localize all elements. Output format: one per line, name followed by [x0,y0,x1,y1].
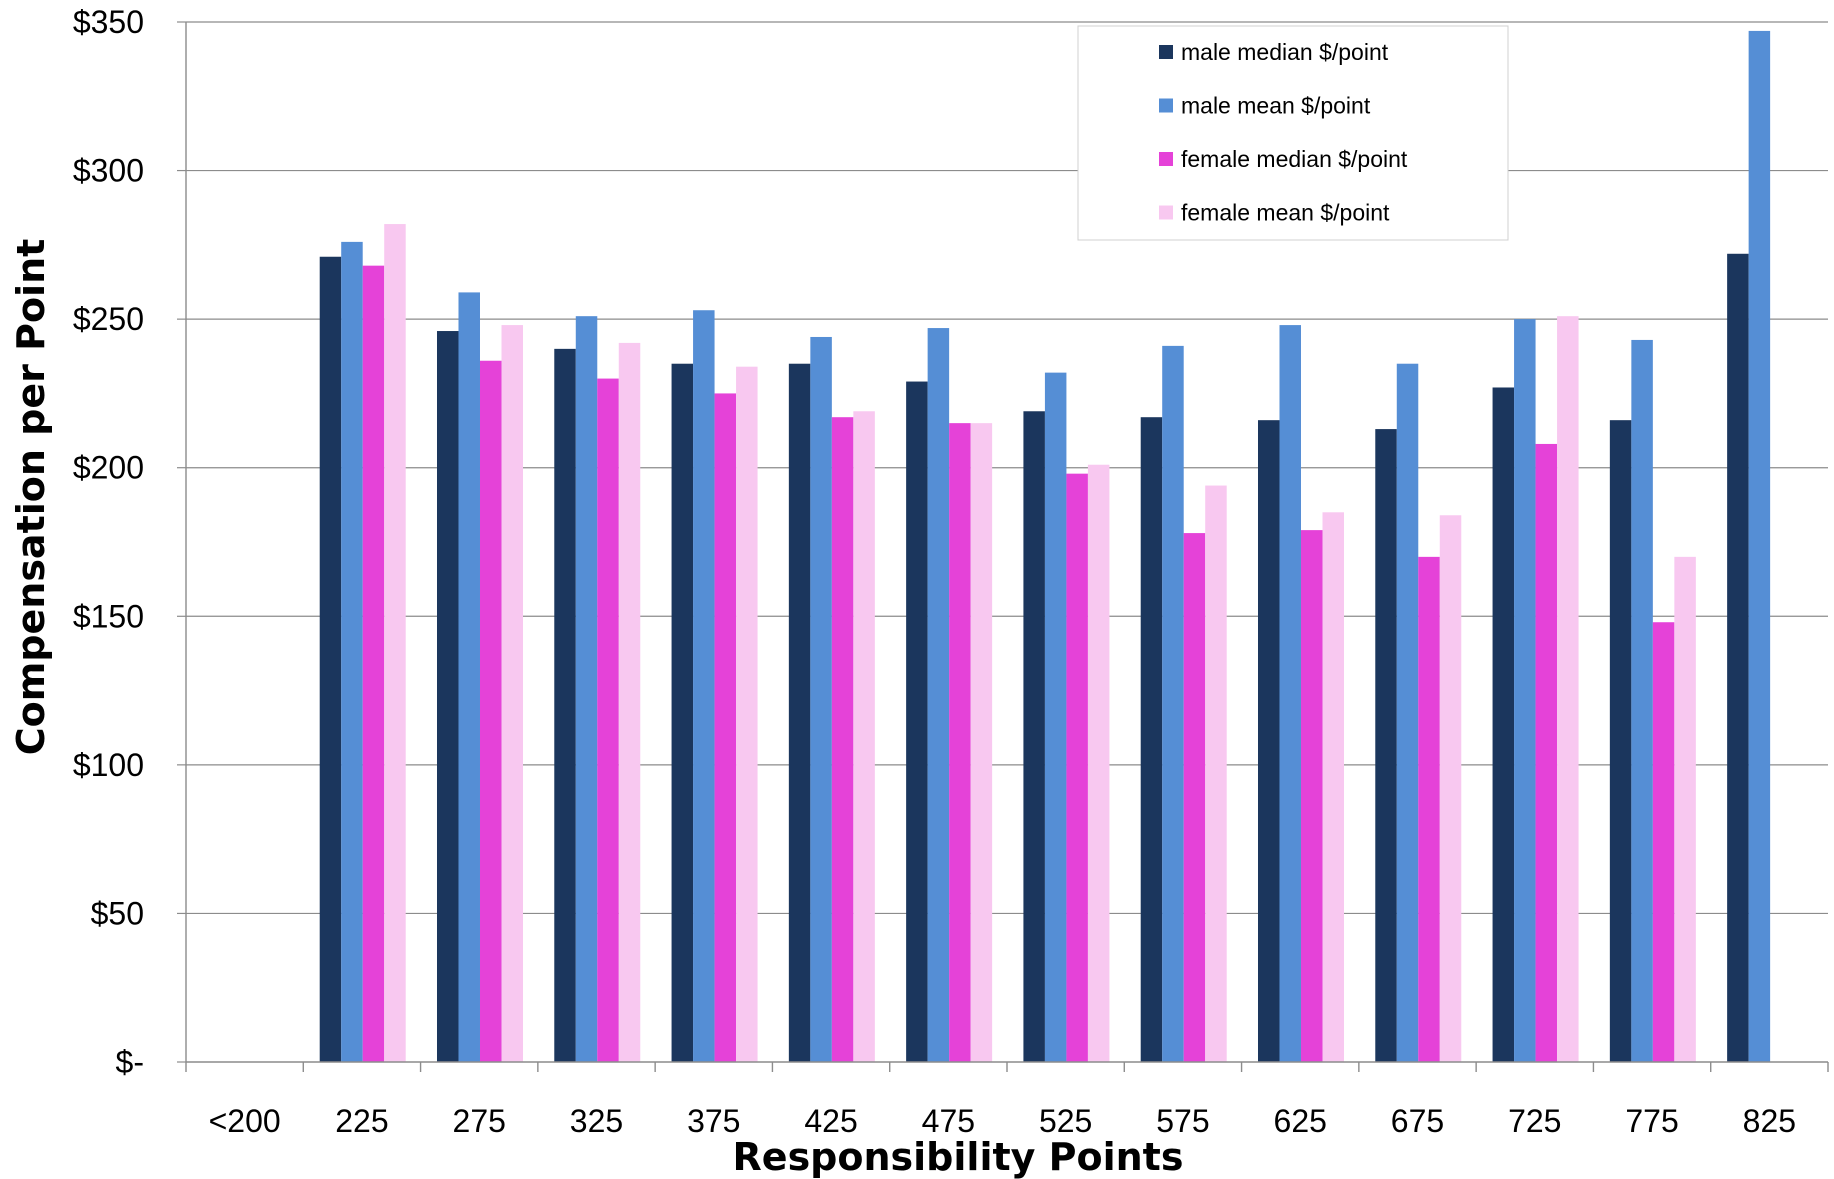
y-tick-label: $100 [73,747,144,783]
gridlines [177,21,1828,1063]
x-tick-label: 225 [335,1103,388,1139]
legend-frame [1077,25,1509,241]
bar [970,423,993,1063]
bars [319,30,1771,1063]
y-tick-label: $150 [73,598,144,634]
x-tick-label: 425 [804,1103,857,1139]
bar [853,411,875,1062]
legend-label: male median $/point [1181,39,1389,65]
y-tick-label: $50 [91,895,144,931]
x-tick-label: <200 [209,1103,281,1139]
bar [736,366,758,1063]
bar [949,423,971,1063]
bar [1439,515,1462,1062]
bar [1727,253,1749,1062]
y-tick-label: $- [116,1044,144,1080]
bar [1087,464,1110,1062]
legend-label: female median $/point [1181,146,1408,172]
bar [1748,30,1771,1062]
x-tick-labels: <200 225 275 325 375 425 475 525 575 625 675 725 775… [209,1103,1796,1139]
y-tick-label: $250 [73,301,144,337]
legend-swatch [1159,205,1173,220]
y-tick-label: $350 [73,4,144,40]
bar [597,378,619,1063]
bar [1183,533,1206,1062]
bar [319,256,342,1062]
bar [501,325,523,1063]
bar [831,417,854,1062]
bar [1205,485,1227,1062]
bar [1492,387,1515,1062]
bar [384,224,406,1063]
bar [362,265,385,1063]
bar [927,328,950,1062]
bar [1631,339,1653,1062]
x-tick-label: 675 [1391,1103,1444,1139]
y-tick-labels: $- $50 $100 $150 $200 $250 $300 $350 [73,4,144,1080]
bar [810,336,832,1062]
bar [1066,473,1088,1063]
x-tick-label: 525 [1039,1103,1092,1139]
x-tick-label: 775 [1625,1103,1678,1139]
bar [1396,363,1419,1062]
bar [1162,345,1184,1062]
y-tick-label: $300 [73,153,144,189]
bar [1023,411,1045,1062]
x-tick-label: 475 [922,1103,975,1139]
bar [458,292,480,1062]
bar [714,393,737,1062]
bar [671,363,694,1062]
x-tick-label: 325 [570,1103,623,1139]
bar [1652,622,1675,1062]
bar [1300,530,1323,1062]
x-tick-label: 275 [453,1103,506,1139]
bar [693,310,715,1062]
x-tick-label: 725 [1508,1103,1561,1139]
bar [479,360,502,1062]
bar [1535,443,1558,1062]
bar [1044,372,1067,1063]
x-tick-label: 625 [1274,1103,1327,1139]
legend-label: female mean $/point [1181,200,1390,226]
bar [1279,325,1301,1063]
x-tick-label: 375 [687,1103,740,1139]
legend: male median $/point male mean $/point fema… [1077,25,1509,241]
x-tick-label: 825 [1743,1103,1796,1139]
y-tick-label: $200 [73,450,144,486]
bar [1609,420,1632,1063]
bar [788,363,811,1062]
bar [575,316,598,1063]
bar [554,348,576,1062]
bar [906,381,928,1062]
bar [1140,417,1163,1062]
bar [1257,420,1280,1063]
axes [185,22,1829,1072]
bar [1557,316,1579,1063]
x-axis-title: Responsibility Points [733,1135,1184,1179]
legend-swatch [1159,45,1173,59]
legend-label: male mean $/point [1181,93,1371,119]
x-tick-label: 575 [1156,1103,1209,1139]
legend-swatch [1159,98,1173,113]
legend-swatch [1159,152,1173,166]
bar [1322,512,1344,1062]
bar [436,331,459,1062]
bar [618,342,641,1062]
bar [1418,556,1440,1062]
bar [1375,429,1397,1063]
y-axis-title: Compensation per Point [9,239,53,756]
bar [1514,319,1536,1063]
bar [341,241,363,1062]
bar [1674,556,1696,1062]
